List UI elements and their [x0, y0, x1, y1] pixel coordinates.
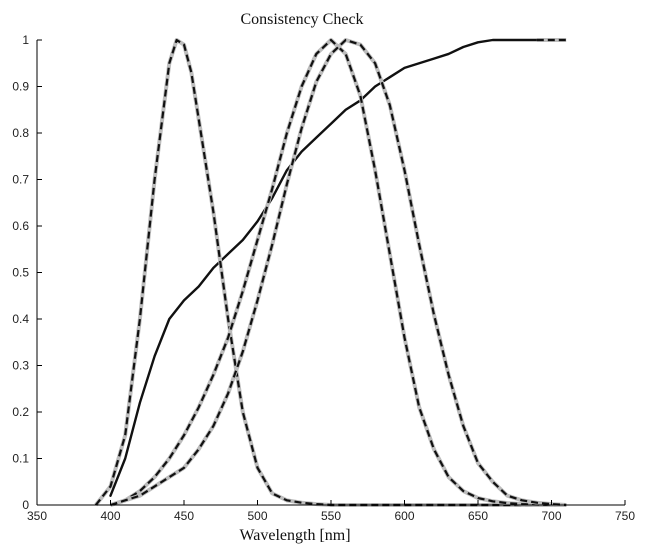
x-axis-label: Wavelength [nm] [239, 527, 350, 544]
tick-labels: 350 400 450 500 550 600 650 700 750 0 0.1 0.2 0.3 0.4… [12, 33, 635, 523]
series-dashed-2 [94, 38, 567, 507]
x-tick-label-650: 650 [468, 509, 488, 523]
y-tick-label-9: 0.9 [12, 80, 29, 94]
x-tick-label-550: 550 [321, 509, 341, 523]
x-tick-label-450: 450 [174, 509, 194, 523]
y-tick-label-10: 1 [22, 33, 29, 47]
series-under-4 [109, 38, 567, 507]
x-tick-label-600: 600 [394, 509, 414, 523]
y-tick-label-0: 0 [22, 498, 29, 512]
x-tick-label-750: 750 [615, 509, 635, 523]
y-tick-label-7: 0.7 [12, 173, 29, 187]
y-tick-label-4: 0.4 [12, 312, 29, 326]
x-tick-label-700: 700 [541, 509, 561, 523]
series-dashed-3 [110, 38, 567, 507]
series-under-3 [109, 38, 567, 507]
series-solid-0 [109, 38, 538, 497]
plot-area [94, 38, 567, 507]
x-tick-label-500: 500 [247, 509, 267, 523]
x-tick-label-350: 350 [27, 509, 47, 523]
chart-title: Consistency Check [240, 11, 363, 28]
y-tick-label-8: 0.8 [12, 126, 29, 140]
axes [36, 39, 626, 506]
y-tick-label-6: 0.6 [12, 219, 29, 233]
x-tick-label-400: 400 [100, 509, 120, 523]
series-dashed-4 [110, 38, 567, 507]
y-tick-label-2: 0.2 [12, 405, 29, 419]
series-under-2 [94, 38, 567, 507]
y-tick-label-1: 0.1 [12, 452, 29, 466]
y-tick-label-3: 0.3 [12, 359, 29, 373]
y-tick-label-5: 0.5 [12, 266, 29, 280]
